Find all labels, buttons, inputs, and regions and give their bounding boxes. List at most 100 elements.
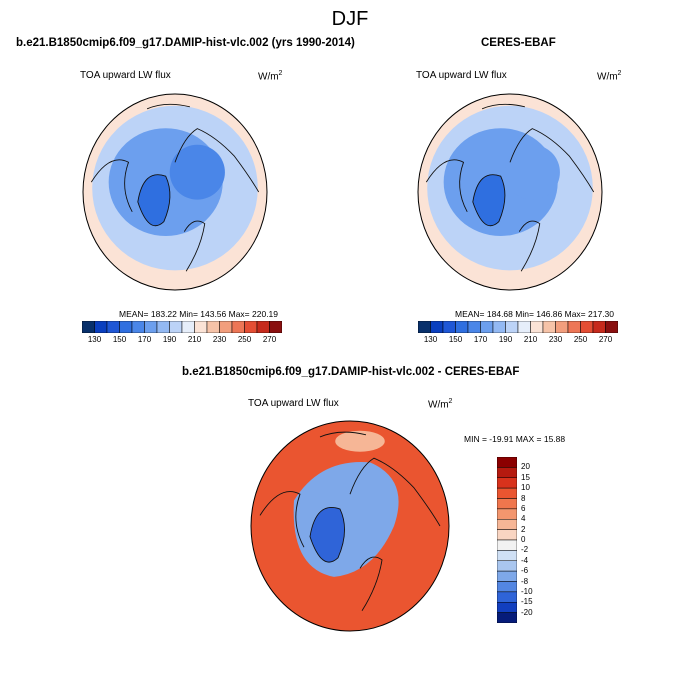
- colorbar-cell-13: [497, 591, 517, 603]
- colorbar-tick-label: 130: [423, 335, 438, 344]
- colorbar-cell-10: [497, 560, 517, 572]
- colorbar-cell-1: [430, 321, 444, 333]
- colorbar-cell-3: [497, 487, 517, 499]
- panel2-colorbar: [418, 321, 618, 333]
- colorbar-cell-8: [181, 321, 195, 333]
- panel3-units-base: W/m: [428, 399, 449, 411]
- colorbar-cell-10: [542, 321, 556, 333]
- panel1-units-exp: 2: [278, 70, 283, 77]
- region-3: [335, 430, 385, 452]
- colorbar-tick-label: -20: [521, 607, 533, 617]
- colorbar-tick-label: 20: [521, 462, 530, 472]
- colorbar-cell-7: [169, 321, 183, 333]
- map-border: [82, 93, 268, 291]
- panel2-map: [417, 93, 603, 291]
- colorbar-cell-5: [144, 321, 158, 333]
- colorbar-tick-label: 270: [262, 335, 277, 344]
- colorbar-cell-9: [194, 321, 208, 333]
- colorbar-cell-5: [497, 508, 517, 520]
- colorbar-tick-label: 210: [187, 335, 202, 344]
- colorbar-cell-5: [480, 321, 494, 333]
- colorbar-tick-label: 170: [473, 335, 488, 344]
- colorbar-cell-2: [106, 321, 120, 333]
- colorbar-tick-label: 0: [521, 535, 526, 544]
- panel1-units-base: W/m: [258, 71, 279, 83]
- panel3-units-exp: 2: [448, 398, 453, 405]
- colorbar-cell-13: [580, 321, 594, 333]
- panel3-map: [250, 420, 450, 632]
- colorbar-cell-15: [269, 321, 282, 333]
- panel1-colorbar-ticks: 130 150 170 190 210 230 250 270: [82, 335, 282, 349]
- colorbar-cell-2: [497, 477, 517, 489]
- colorbar-tick-label: 2: [521, 524, 526, 534]
- panel1-subtitle: b.e21.B1850cmip6.f09_g17.DAMIP-hist-vlc.…: [16, 37, 355, 49]
- colorbar-cell-7: [497, 529, 517, 541]
- map-border: [417, 93, 603, 291]
- panel1-stats: MEAN= 183.22 Min= 143.56 Max= 220.19: [119, 309, 279, 319]
- map-border: [250, 420, 450, 632]
- colorbar-cell-6: [497, 519, 517, 530]
- colorbar-tick-label: 150: [448, 335, 463, 344]
- colorbar-cell-15: [497, 612, 517, 623]
- colorbar-tick-label: 130: [87, 335, 102, 344]
- panel3-subtitle: b.e21.B1850cmip6.f09_g17.DAMIP-hist-vlc.…: [182, 366, 520, 378]
- panel3-field-label: TOA upward LW flux: [248, 398, 339, 409]
- colorbar-cell-1: [497, 467, 517, 478]
- panel3-colorbar: [497, 457, 517, 623]
- colorbar-tick-label: -2: [521, 545, 529, 555]
- panel1-colorbar: [82, 321, 282, 333]
- colorbar-tick-label: 8: [521, 493, 526, 503]
- colorbar-tick-label: 270: [598, 335, 613, 344]
- colorbar-tick-label: 230: [212, 335, 227, 344]
- colorbar-tick-label: -15: [521, 597, 533, 607]
- colorbar-cell-9: [530, 321, 544, 333]
- colorbar-tick-label: 250: [237, 335, 252, 344]
- colorbar-tick-label: 4: [521, 514, 526, 524]
- panel3-units: W/m2: [428, 398, 452, 410]
- colorbar-tick-label: -10: [521, 586, 533, 596]
- figure-title: DJF: [331, 8, 369, 30]
- colorbar-cell-14: [256, 321, 270, 333]
- colorbar-cell-6: [156, 321, 170, 333]
- panel2-units-base: W/m: [597, 71, 618, 83]
- colorbar-tick-label: 190: [162, 335, 177, 344]
- panel3-stats: MIN = -19.91 MAX = 15.88: [464, 434, 566, 444]
- panel2-units: W/m2: [597, 70, 621, 82]
- coastlines: [259, 431, 441, 612]
- colorbar-cell-13: [244, 321, 258, 333]
- colorbar-tick-label: 170: [137, 335, 152, 344]
- colorbar-cell-1: [94, 321, 108, 333]
- region-4: [472, 174, 505, 226]
- region-2: [310, 507, 345, 563]
- region-4: [137, 174, 170, 226]
- panel2-stats: MEAN= 184.68 Min= 146.86 Max= 217.30: [455, 309, 615, 319]
- colorbar-tick-label: -8: [521, 576, 529, 586]
- colorbar-cell-8: [497, 539, 517, 551]
- colorbar-tick-label: 190: [498, 335, 513, 344]
- colorbar-cell-0: [82, 321, 95, 333]
- colorbar-cell-2: [442, 321, 456, 333]
- colorbar-cell-11: [219, 321, 233, 333]
- colorbar-cell-4: [497, 498, 517, 510]
- colorbar-cell-11: [497, 570, 517, 582]
- colorbar-cell-0: [497, 457, 517, 468]
- map-shading: [418, 94, 602, 290]
- panel3-colorbar-ticks: 20 15 10 8 6 4 2 0 -2 -4 -6 -8 -10 -15 -20: [519, 457, 549, 627]
- region-3: [169, 144, 225, 200]
- colorbar-cell-12: [567, 321, 581, 333]
- colorbar-cell-11: [555, 321, 569, 333]
- panel1-field-label: TOA upward LW flux: [80, 70, 171, 81]
- colorbar-cell-14: [592, 321, 606, 333]
- colorbar-tick-label: -4: [521, 555, 529, 565]
- colorbar-tick-label: 250: [573, 335, 588, 344]
- colorbar-cell-10: [206, 321, 220, 333]
- colorbar-cell-6: [492, 321, 506, 333]
- panel2-colorbar-ticks: 130 150 170 190 210 230 250 270: [418, 335, 618, 349]
- colorbar-cell-3: [119, 321, 133, 333]
- panel1-units: W/m2: [258, 70, 282, 82]
- region-3: [504, 144, 560, 200]
- colorbar-tick-label: 150: [112, 335, 127, 344]
- panel2-units-exp: 2: [617, 70, 622, 77]
- colorbar-cell-0: [418, 321, 431, 333]
- coastlines: [90, 103, 260, 272]
